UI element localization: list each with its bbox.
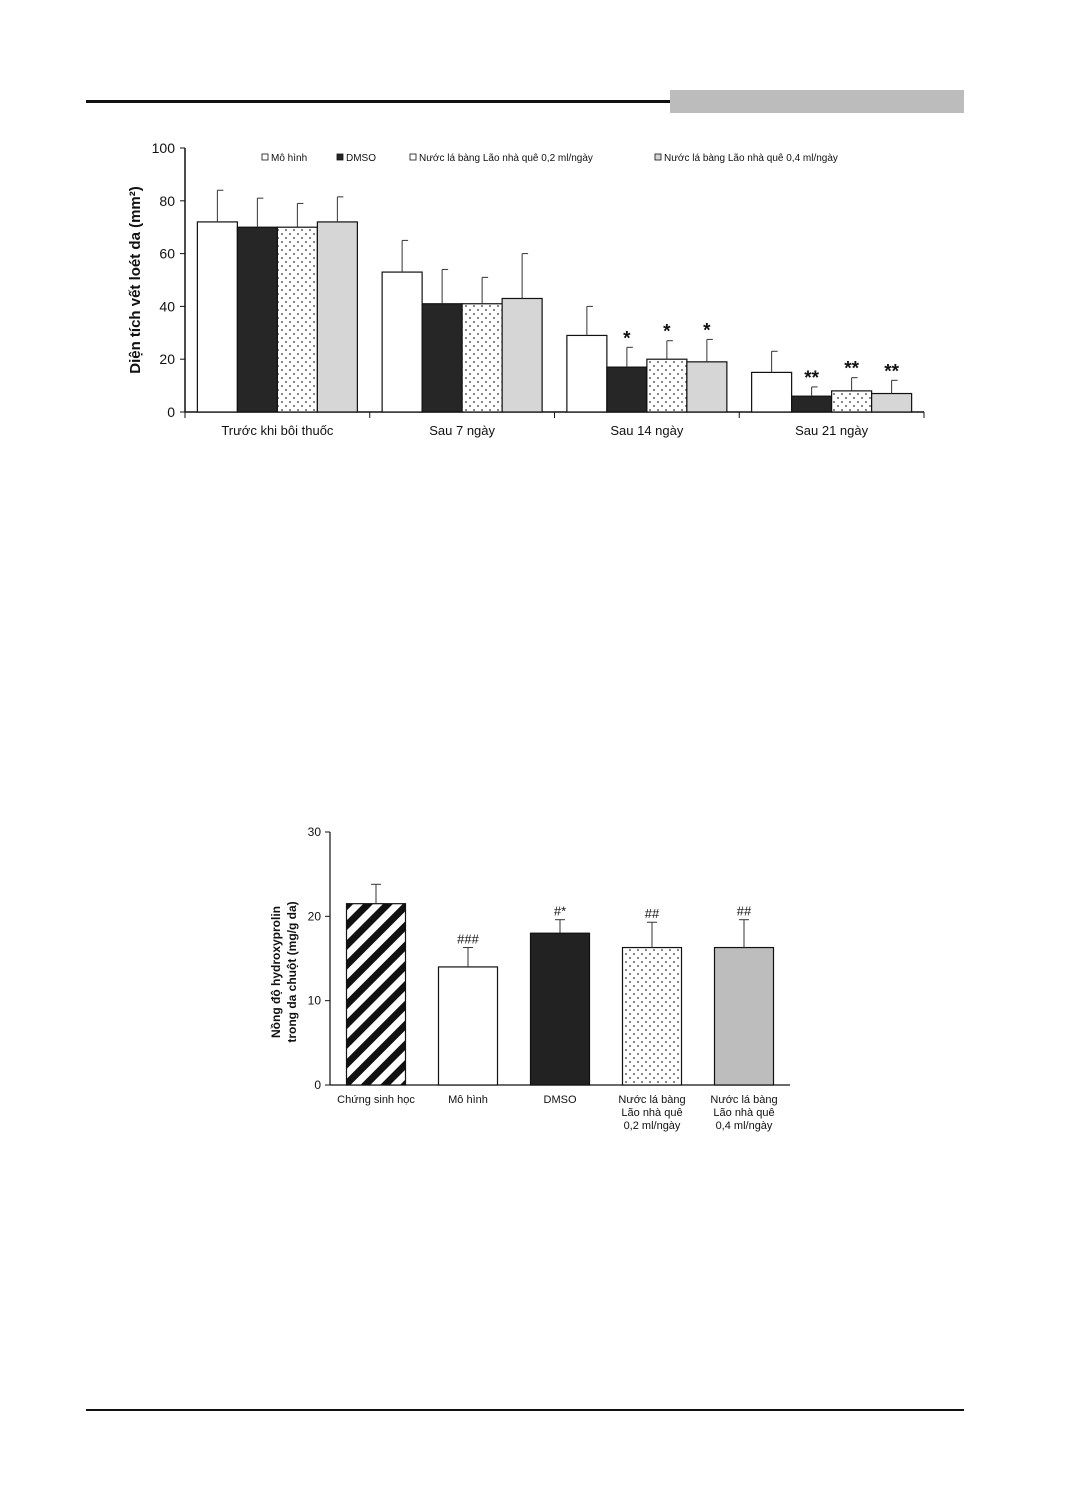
chart1-y-tick-label: 20: [159, 351, 175, 367]
chart2-bar: [437, 966, 499, 1086]
chart1-legend: Mô hình DMSO Nước lá bàng Lão nhà quê 0,2 …: [261, 153, 838, 164]
chart1-bar: [381, 271, 423, 413]
chart1-significance-label: **: [804, 368, 819, 389]
chart2-category-label: 0,4 ml/ngày: [716, 1120, 773, 1132]
chart1-y-tick-label: 0: [167, 404, 175, 420]
chart2-y-tick-label: 30: [308, 825, 322, 839]
chart1-y-tick-label: 40: [159, 298, 175, 314]
chart2-bar: [529, 932, 591, 1086]
chart2-category-label: Mô hình: [448, 1094, 488, 1106]
chart2-category-label: Nước lá bàng: [710, 1094, 777, 1106]
chart1-category-label: Sau 14 ngày: [610, 423, 684, 438]
chart2-significance-label: ##: [645, 906, 660, 921]
chart2-significance-label: #*: [554, 904, 566, 919]
chart1-y-tick-label: 60: [159, 246, 175, 262]
chart1-legend-swatch: [336, 153, 344, 161]
chart1-bar: [871, 392, 913, 413]
chart2-y-axis-label-line2: trong da chuột (mg/g da): [285, 901, 299, 1042]
footer-rule: [86, 1409, 964, 1411]
chart2-y-tick-label: 20: [308, 909, 322, 923]
chart1-bar: [606, 366, 648, 413]
chart1-bar: [421, 303, 463, 413]
chart1-y-tick-label: 100: [152, 140, 176, 156]
chart1-legend-label: Mô hình: [271, 153, 307, 164]
chart1-bar: [791, 395, 833, 413]
chart1-bar: [831, 390, 873, 413]
chart1-y-tick-label: 80: [159, 193, 175, 209]
chart1-bar: [236, 226, 278, 413]
chart2-category-label: Lão nhà quê: [713, 1107, 774, 1119]
chart2-category-label: Lão nhà quê: [621, 1107, 682, 1119]
chart1-legend-swatch: [261, 153, 269, 161]
header-rule: [86, 100, 670, 103]
chart1-y-axis-label: Diện tích vết loét da (mm²): [127, 186, 144, 374]
chart1-significance-label: **: [884, 361, 899, 382]
chart1-significance-label: *: [703, 320, 711, 341]
chart1-legend-label: Nước lá bàng Lão nhà quê 0,4 ml/ngày: [664, 153, 838, 164]
ulcer-area-chart: Diện tích vết loét da (mm²) Mô hình DMSO N…: [127, 140, 925, 438]
chart2-bar: [713, 946, 775, 1086]
chart2-y-tick-label: 10: [308, 994, 322, 1008]
chart2-y-tick-label: 0: [314, 1078, 321, 1092]
chart1-bar: [501, 297, 543, 413]
chart1-bar: [646, 358, 688, 413]
chart1-category-label: Trước khi bôi thuốc: [221, 423, 334, 438]
chart1-significance-label: *: [663, 322, 671, 343]
chart2-category-label: DMSO: [544, 1094, 577, 1106]
chart1-category-label: Sau 21 ngày: [795, 423, 869, 438]
chart2-bar: [621, 946, 683, 1086]
chart1-bar: [751, 371, 793, 413]
chart2-category-label: 0,2 ml/ngày: [624, 1120, 681, 1132]
chart1-significance-label: *: [623, 328, 631, 349]
hydroxyprolin-chart: Nồng độ hydroxyprolin trong da chuột (mg…: [269, 825, 790, 1132]
chart2-category-label: Nước lá bàng: [618, 1094, 685, 1106]
chart1-significance-label: **: [844, 359, 859, 380]
chart1-bar: [276, 226, 318, 413]
chart1-bar: [686, 361, 728, 413]
chart1-category-label: Sau 7 ngày: [429, 423, 495, 438]
chart2-y-axis-label-line1: Nồng độ hydroxyprolin: [269, 906, 283, 1038]
chart2-bar: [345, 903, 407, 1086]
chart2-category-label: Chứng sinh học: [337, 1094, 415, 1106]
chart2-significance-label: ##: [737, 904, 752, 919]
header-bar: [670, 90, 964, 113]
chart1-bar: [316, 221, 358, 413]
chart1-legend-label: DMSO: [346, 153, 376, 164]
chart2-significance-label: ###: [457, 932, 479, 947]
chart1-legend-swatch: [654, 153, 662, 161]
chart1-bar: [461, 303, 503, 413]
chart1-bar: [196, 221, 238, 413]
chart1-bar: [566, 334, 608, 413]
chart1-legend-swatch: [409, 153, 417, 161]
chart1-legend-label: Nước lá bàng Lão nhà quê 0,2 ml/ngày: [419, 153, 593, 164]
